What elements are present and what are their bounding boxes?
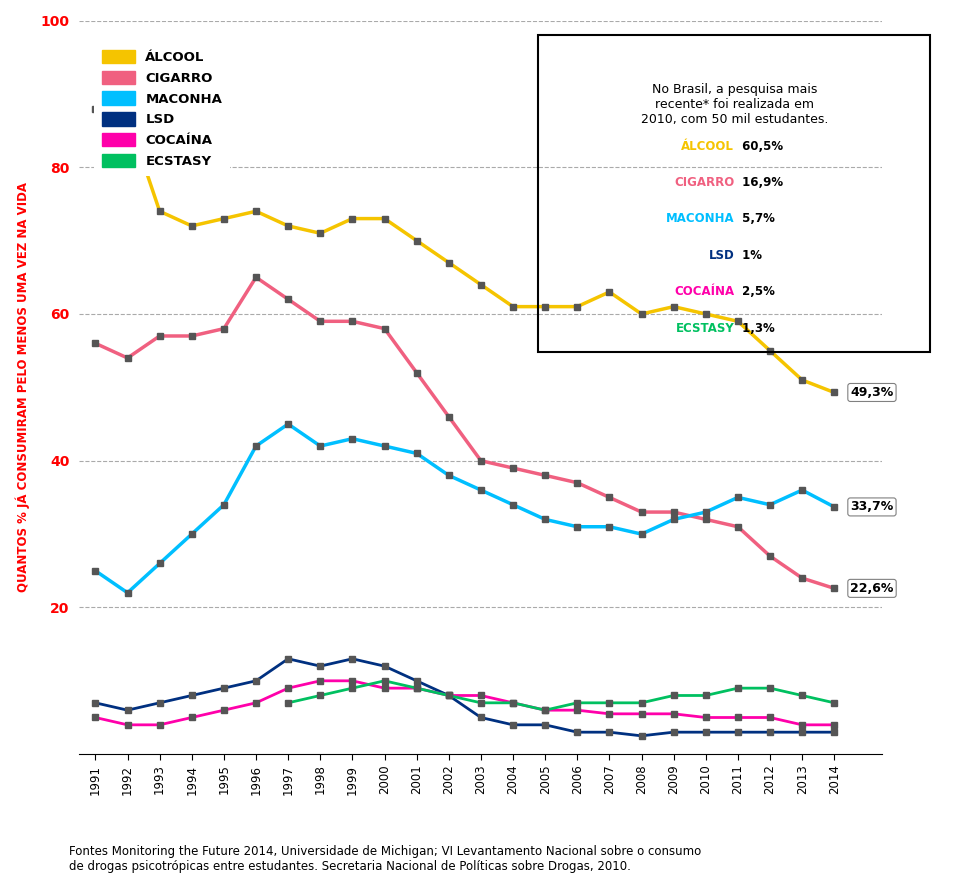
Text: No Brasil, a pesquisa mais
recente* foi realizada em
2010, com 50 mil estudantes: No Brasil, a pesquisa mais recente* foi … (640, 83, 827, 126)
Text: 60,5%: 60,5% (737, 140, 782, 152)
Text: 16,9%: 16,9% (737, 176, 782, 189)
Text: Fontes Monitoring the Future 2014, Universidade de Michigan; VI Levantamento Nac: Fontes Monitoring the Future 2014, Unive… (68, 845, 700, 873)
Text: ÁLCOOL: ÁLCOOL (681, 140, 734, 152)
Text: 1,3%: 1,3% (737, 322, 775, 334)
Text: ECSTASY: ECSTASY (675, 322, 734, 334)
Text: 22,6%: 22,6% (850, 582, 893, 595)
Legend: ÁLCOOL, CIGARRO, MACONHA, LSD, COCAÍNA, ECSTASY: ÁLCOOL, CIGARRO, MACONHA, LSD, COCAÍNA, … (94, 41, 230, 176)
Text: 1%: 1% (737, 249, 762, 262)
Y-axis label: QUANTOS % JÁ CONSUMIRAM PELO MENOS UMA VEZ NA VIDA: QUANTOS % JÁ CONSUMIRAM PELO MENOS UMA V… (15, 182, 29, 592)
Text: MACONHA: MACONHA (665, 212, 734, 225)
Text: 33,7%: 33,7% (850, 501, 893, 513)
Text: CIGARRO: CIGARRO (673, 176, 734, 189)
Text: 49,3%: 49,3% (850, 386, 893, 399)
Text: LSD: LSD (708, 249, 734, 262)
Text: 2,5%: 2,5% (737, 285, 775, 298)
Text: COCAÍNA: COCAÍNA (674, 285, 734, 298)
Text: 5,7%: 5,7% (737, 212, 775, 225)
